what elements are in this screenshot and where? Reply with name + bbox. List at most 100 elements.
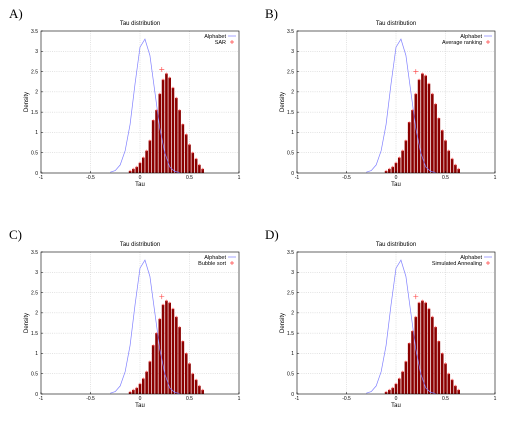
density-point — [394, 161, 398, 165]
y-tick-label: 3.5 — [287, 29, 294, 35]
chart-title: Tau distribution — [376, 21, 416, 27]
density-bar — [188, 144, 191, 173]
alphabet-line — [366, 259, 436, 394]
density-point — [454, 384, 457, 388]
density-point — [155, 108, 158, 112]
x-tick-label: 0 — [395, 175, 398, 181]
density-bar — [401, 371, 404, 394]
density-bar — [175, 97, 178, 173]
density-point — [148, 360, 152, 363]
density-bar — [155, 333, 158, 394]
x-tick-label: -1 — [295, 396, 300, 402]
density-point — [161, 303, 165, 306]
panel-label: A) — [9, 6, 23, 21]
density-point — [191, 151, 194, 154]
density-bar — [148, 140, 152, 173]
density-point — [384, 390, 388, 394]
density-bar — [444, 363, 447, 394]
density-bar — [135, 166, 139, 173]
x-tick-label: 1 — [238, 396, 241, 402]
y-tick-label: 1 — [291, 130, 294, 136]
density-bar — [171, 87, 175, 173]
x-axis-label: Tau — [135, 182, 145, 188]
density-bar — [457, 389, 460, 394]
y-tick-label: 1 — [291, 351, 294, 357]
density-bar — [198, 385, 201, 394]
alphabet-line — [366, 38, 436, 173]
density-bar — [394, 162, 398, 173]
density-point — [178, 108, 181, 112]
legend-swatch-method — [230, 40, 234, 44]
density-point — [128, 390, 132, 394]
x-tick-label: -1 — [295, 175, 300, 181]
x-axis-label: Tau — [391, 403, 401, 409]
x-axis-label: Tau — [135, 403, 145, 409]
density-bar — [165, 300, 168, 394]
legend-label-alphabet: Alphabet — [460, 34, 482, 40]
y-tick-label: 0 — [291, 171, 294, 177]
density-bar — [161, 304, 165, 394]
y-tick-label: 3 — [291, 270, 294, 276]
y-axis-label: Density — [24, 92, 30, 112]
density-point — [427, 307, 431, 310]
density-point — [447, 149, 450, 152]
legend-swatch-method — [230, 261, 234, 265]
density-point — [132, 167, 135, 171]
density-point — [181, 340, 185, 343]
y-tick-label: 3.5 — [287, 250, 294, 256]
density-point — [437, 117, 441, 120]
density-bar — [414, 93, 418, 173]
density-bar — [417, 79, 421, 173]
density-point — [417, 78, 421, 81]
density-bar — [447, 150, 451, 173]
density-point — [165, 72, 168, 75]
density-bar — [155, 110, 158, 173]
legend-label-method: SAR — [215, 40, 226, 46]
panel-label: C) — [9, 227, 22, 242]
y-axis-label: Density — [280, 92, 286, 112]
density-point — [198, 384, 201, 388]
density-point — [158, 317, 161, 321]
density-point — [165, 299, 168, 302]
density-bar — [450, 379, 454, 394]
chart-panel-2: B) Tau distribution -1 -0.5 0 0.5 1 0 0.5 1 1.5 2 2.… — [265, 6, 497, 188]
density-bar — [132, 168, 135, 173]
density-point — [411, 108, 414, 112]
density-point — [391, 386, 394, 390]
density-point — [437, 340, 441, 343]
density-bar — [414, 316, 418, 394]
density-bar — [145, 150, 148, 173]
y-tick-label: 2 — [35, 311, 38, 317]
y-tick-label: 2.5 — [31, 290, 38, 296]
density-point — [407, 342, 411, 345]
density-point — [194, 378, 198, 381]
y-tick-label: 3 — [291, 49, 294, 55]
alphabet-line — [110, 259, 180, 394]
density-point — [168, 76, 171, 79]
density-bar — [191, 373, 195, 394]
y-tick-label: 0.5 — [287, 372, 294, 378]
density-bar — [404, 140, 408, 173]
density-bar — [457, 168, 460, 173]
density-bar — [165, 73, 168, 173]
chart-panel-1: A) Tau distribution -1 -0.5 0 0.5 1 0 0.5 1 1.5 2 2.… — [9, 6, 241, 188]
density-point — [434, 325, 437, 329]
legend-label-alphabet: Alphabet — [204, 34, 226, 40]
density-bar — [171, 308, 175, 394]
density-point — [444, 139, 447, 142]
density-bar — [201, 168, 204, 173]
density-point — [427, 82, 431, 85]
density-bar — [158, 318, 162, 394]
density-point — [191, 372, 194, 375]
y-tick-label: 2 — [291, 311, 294, 317]
x-tick-label: 0 — [395, 396, 398, 402]
density-bar — [184, 134, 188, 173]
x-tick-label: 0.5 — [186, 175, 193, 181]
density-bar — [151, 120, 155, 173]
density-bar — [431, 93, 434, 173]
x-tick-label: 0.5 — [442, 175, 449, 181]
density-point — [145, 370, 148, 373]
density-bar — [444, 140, 447, 173]
density-point — [417, 301, 421, 304]
density-bar — [454, 164, 457, 173]
